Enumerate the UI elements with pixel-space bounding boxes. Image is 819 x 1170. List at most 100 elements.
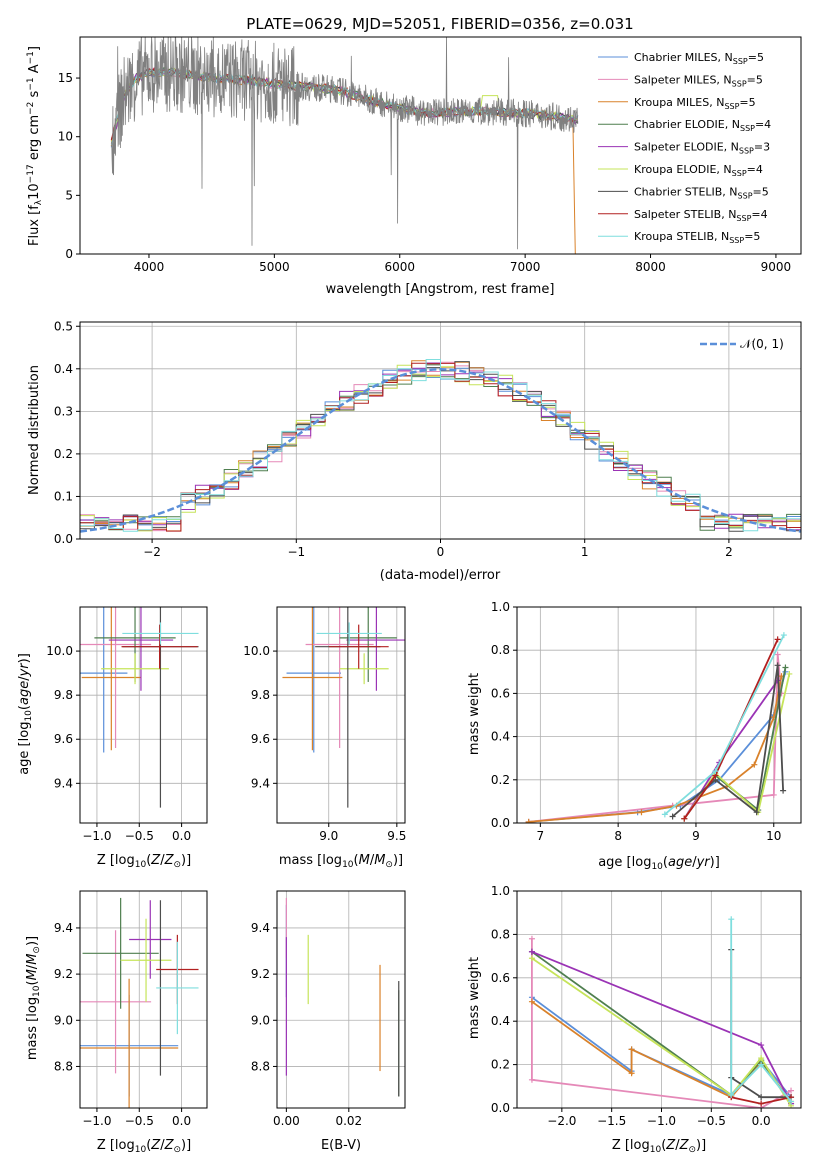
y-tick-label: 8.8	[251, 1059, 270, 1073]
x-tick-label: −1.5	[597, 1114, 626, 1128]
x-tick-label: −2.0	[547, 1114, 576, 1128]
weight-vs-Z-panel: −2.0 −1.5 −1.0 −0.5 0.0 0.0 0.2 0.4 0.6 0.8 1.0	[491, 884, 802, 1128]
residuals-ylabel: Normed distribution	[27, 365, 42, 495]
y-tick-label: 9.0	[54, 1013, 73, 1027]
weight-marker	[788, 1098, 795, 1105]
y-tick-label: 0.2	[491, 773, 510, 787]
legend-entry: Salpeter STELIB, NSSP=4	[634, 208, 768, 223]
x-tick-label: 9	[692, 829, 700, 843]
y-tick-label: 0.4	[491, 730, 510, 744]
weight-marker	[681, 815, 688, 822]
x-tick-label: 6000	[384, 260, 415, 274]
grid	[277, 891, 405, 1108]
legend-entry: Chabrier MILES, NSSP=5	[634, 51, 764, 66]
x-tick-label: 0	[437, 545, 445, 559]
y-tick-label: 10	[58, 130, 73, 144]
weight-marker	[758, 1055, 765, 1062]
y-tick-label: 9.4	[54, 776, 73, 790]
weight-vs-Z-xlabel: Z [log10(Z/Z⊙)]	[612, 1138, 706, 1155]
mass-vs-Z-panel: −1.0 −0.5 0.0 8.8 9.0 9.2 9.4	[54, 890, 208, 1128]
weight-vs-Z-ylabel: mass weight	[467, 957, 482, 1039]
weight-marker	[786, 670, 793, 677]
residuals-panel: −2 −1 0 1 2 0.0 0.1 0.2 0.3 0.4 0.5 (data-model)/e…	[27, 319, 802, 583]
grid	[517, 606, 801, 824]
weight-marker	[728, 1091, 735, 1098]
chart-title: PLATE=0629, MJD=52051, FIBERID=0356, z=0…	[246, 15, 633, 33]
ticks: 9.0 9.5 9.4 9.6 9.8 10.0	[243, 644, 406, 843]
panel-frame	[516, 606, 802, 824]
x-tick-label: 9.0	[319, 829, 338, 843]
weight-marker	[758, 1042, 765, 1049]
weight-marker	[628, 1070, 635, 1077]
x-tick-label: 5000	[259, 260, 290, 274]
x-tick-label: 9000	[761, 260, 792, 274]
y-tick-label: 9.4	[251, 776, 270, 790]
weight-vs-age-panel: 7 8 9 10 0.0 0.2 0.4 0.6 0.8 1.0	[491, 600, 802, 843]
panel-frame	[276, 606, 406, 824]
weight-marker	[774, 636, 781, 643]
legend-entry: Kroupa STELIB, NSSP=5	[634, 230, 760, 245]
panel-frame	[276, 890, 406, 1109]
plot-marks	[80, 897, 199, 1108]
weight-marker	[528, 935, 535, 942]
weight-marker	[780, 632, 787, 639]
y-tick-label: 1.0	[491, 884, 510, 898]
weight-marker	[788, 1087, 795, 1094]
x-tick-label: 0.02	[335, 1114, 362, 1128]
spectrum-panel: 4000 5000 6000 7000 8000 9000 0 5 10 15 wavelengt…	[26, 36, 802, 297]
spectrum-xlabel: wavelength [Angstrom, rest frame]	[326, 282, 555, 297]
weight-marker	[528, 948, 535, 955]
y-tick-label: 0.4	[54, 362, 73, 376]
y-tick-label: 9.0	[251, 1013, 270, 1027]
age-vs-Z-xlabel: Z [log10(Z/Z⊙)]	[97, 853, 191, 870]
x-tick-label: 7	[537, 829, 545, 843]
x-tick-label: 1	[581, 545, 589, 559]
x-tick-label: 0.00	[273, 1114, 300, 1128]
weight-vs-age-ylabel: mass weight	[467, 673, 482, 755]
x-tick-label: 8000	[635, 260, 666, 274]
y-tick-label: 5	[65, 188, 73, 202]
y-tick-label: 0.8	[491, 643, 510, 657]
y-tick-label: 9.6	[54, 732, 73, 746]
ticks: −1.0 −0.5 0.0 8.8 9.0 9.2 9.4	[54, 921, 191, 1128]
residuals-histograms	[80, 359, 801, 533]
x-tick-label: 0.0	[172, 829, 191, 843]
weight-marker	[774, 662, 781, 669]
ticks: 0.00 0.02 8.8 9.0 9.2 9.4	[251, 921, 362, 1128]
weight-marker	[758, 1061, 765, 1068]
plot-marks	[528, 916, 795, 1108]
x-tick-label: −1.0	[82, 1114, 111, 1128]
y-tick-label: 0	[65, 247, 73, 261]
grid	[80, 891, 207, 1108]
x-tick-label: 7000	[510, 260, 541, 274]
y-tick-label: 1.0	[491, 600, 510, 614]
y-tick-label: 9.8	[54, 688, 73, 702]
weight-marker	[782, 664, 789, 671]
y-tick-label: 9.4	[54, 921, 73, 935]
spectrum-legend: Chabrier MILES, NSSP=5 Salpeter MILES, NS…	[598, 51, 771, 245]
panel-frame	[516, 890, 802, 1109]
mass-vs-EBV-panel: 0.00 0.02 8.8 9.0 9.2 9.4	[251, 890, 406, 1128]
y-tick-label: 0.2	[491, 1058, 510, 1072]
plot-marks	[285, 897, 400, 1097]
weight-marker	[628, 1046, 635, 1053]
age-vs-mass-panel: 9.0 9.5 9.4 9.6 9.8 10.0	[243, 606, 406, 843]
x-tick-label: −1.0	[647, 1114, 676, 1128]
weight-line	[730, 919, 792, 1103]
ticks: 7 8 9 10 0.0 0.2 0.4 0.6 0.8 1.0	[491, 600, 782, 843]
plot-marks	[525, 632, 793, 823]
x-tick-label: 8	[614, 829, 622, 843]
y-tick-label: 0.0	[54, 532, 73, 546]
mass-vs-Z-ylabel: mass [log10(M/M⊙)]	[25, 936, 42, 1060]
weight-marker	[525, 818, 532, 823]
x-tick-label: 9.5	[387, 829, 406, 843]
weight-vs-age-xlabel: age [log10(age/yr)]	[598, 855, 720, 872]
x-tick-label: −2	[143, 545, 161, 559]
x-tick-label: 0.0	[172, 1114, 191, 1128]
y-tick-label: 0.0	[491, 1101, 510, 1115]
spectrum-lines	[110, 37, 579, 254]
legend-entry: Salpeter ELODIE, NSSP=3	[634, 141, 770, 156]
residuals-xlabel: (data-model)/error	[380, 568, 501, 583]
y-tick-label: 9.4	[251, 921, 270, 935]
x-tick-label: 2	[725, 545, 733, 559]
